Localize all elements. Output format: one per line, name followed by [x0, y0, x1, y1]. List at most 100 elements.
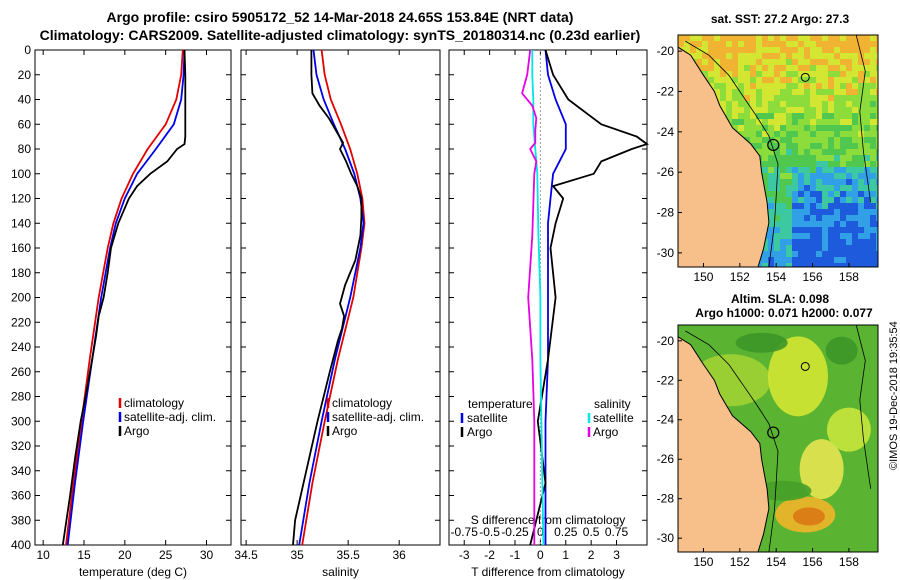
sst-cell: [816, 137, 822, 143]
sst-cell: [738, 53, 744, 59]
sst-cell: [816, 251, 822, 257]
sst-cell: [762, 251, 768, 257]
sst-cell: [804, 173, 810, 179]
sst-cell: [708, 35, 714, 41]
sst-cell: [828, 131, 834, 137]
sst-cell: [834, 257, 840, 263]
sst-cell: [792, 47, 798, 53]
sst-cell: [738, 113, 744, 119]
sst-cell: [834, 215, 840, 221]
sst-cell: [786, 149, 792, 155]
sst-cell: [816, 197, 822, 203]
sst-cell: [846, 83, 852, 89]
sst-cell: [780, 41, 786, 47]
sst-cell: [798, 47, 804, 53]
sla-anomaly-blob: [768, 336, 828, 417]
sst-cell: [876, 59, 878, 65]
sst-cell: [774, 107, 780, 113]
sst-cell: [786, 251, 792, 257]
sst-cell: [762, 35, 768, 41]
sst-cell: [846, 71, 852, 77]
land-australia: [678, 336, 770, 552]
sst-cell: [828, 89, 834, 95]
sst-cell: [798, 65, 804, 71]
sst-cell: [840, 65, 846, 71]
sst-cell: [864, 149, 870, 155]
sst-cell: [834, 179, 840, 185]
sst-cell: [738, 131, 744, 137]
sst-cell: [768, 83, 774, 89]
sst-cell: [810, 119, 816, 125]
shelf-contour: [685, 330, 779, 552]
sst-cell: [822, 71, 828, 77]
sla-anomaly-blob: [826, 407, 871, 452]
sst-cell: [846, 245, 852, 251]
y-tick-label: 380: [11, 513, 31, 527]
sst-cell: [846, 137, 852, 143]
sst-cell: [804, 263, 810, 267]
sst-cell: [870, 143, 876, 149]
sst-cell: [774, 83, 780, 89]
map-frame: [677, 34, 879, 268]
sst-cell: [714, 59, 720, 65]
sst-cell: [762, 137, 768, 143]
sst-cell: [810, 95, 816, 101]
sst-cell: [822, 197, 828, 203]
sst-cell: [864, 59, 870, 65]
series-line-s-argo: [521, 49, 538, 545]
sst-cell: [690, 53, 696, 59]
sst-cell: [762, 155, 768, 161]
sst-cell: [828, 41, 834, 47]
sst-cell: [708, 41, 714, 47]
sst-cell: [774, 149, 780, 155]
sst-cell: [756, 137, 762, 143]
sst-cell: [732, 125, 738, 131]
sst-cell: [834, 71, 840, 77]
sst-cell: [840, 77, 846, 83]
sst-cell: [828, 137, 834, 143]
sst-cell: [750, 119, 756, 125]
sst-cell: [870, 137, 876, 143]
sst-cell: [864, 113, 870, 119]
sst-cell: [756, 149, 762, 155]
sst-cell: [816, 107, 822, 113]
sst-cell: [858, 71, 864, 77]
sst-cell: [708, 71, 714, 77]
sst-cell: [828, 143, 834, 149]
sst-cell: [816, 143, 822, 149]
sst-cell: [840, 143, 846, 149]
sst-cell: [822, 179, 828, 185]
sst-cell: [858, 41, 864, 47]
sst-cell: [702, 71, 708, 77]
sst-cell: [804, 125, 810, 131]
sst-cell: [822, 185, 828, 191]
sst-cell: [834, 77, 840, 83]
sst-cell: [852, 131, 858, 137]
sst-cell: [750, 131, 756, 137]
sst-cell: [726, 35, 732, 41]
sst-cell: [768, 149, 774, 155]
sst-cell: [804, 161, 810, 167]
sst-cell: [756, 59, 762, 65]
top-x-tick-label: 0.75: [605, 525, 629, 539]
sst-cell: [810, 125, 816, 131]
sst-cell: [780, 65, 786, 71]
sst-cell: [792, 245, 798, 251]
x-axis-label: temperature (deg C): [79, 565, 187, 579]
sla-map-panel: 150 152 154 156 158 -20 -22 -24 -26 -28 -30: [657, 324, 879, 569]
sst-cell: [720, 95, 726, 101]
sst-cell: [792, 53, 798, 59]
sst-cell: [792, 263, 798, 267]
sst-cell: [834, 41, 840, 47]
x-tick-label: 34.5: [234, 548, 258, 562]
sst-cell: [804, 53, 810, 59]
sst-cell: [834, 191, 840, 197]
sst-cell: [864, 65, 870, 71]
sst-cell: [822, 251, 828, 257]
sst-cell: [840, 137, 846, 143]
sst-cell: [840, 59, 846, 65]
sst-cell: [858, 161, 864, 167]
sst-cell: [774, 41, 780, 47]
sst-cell: [816, 47, 822, 53]
